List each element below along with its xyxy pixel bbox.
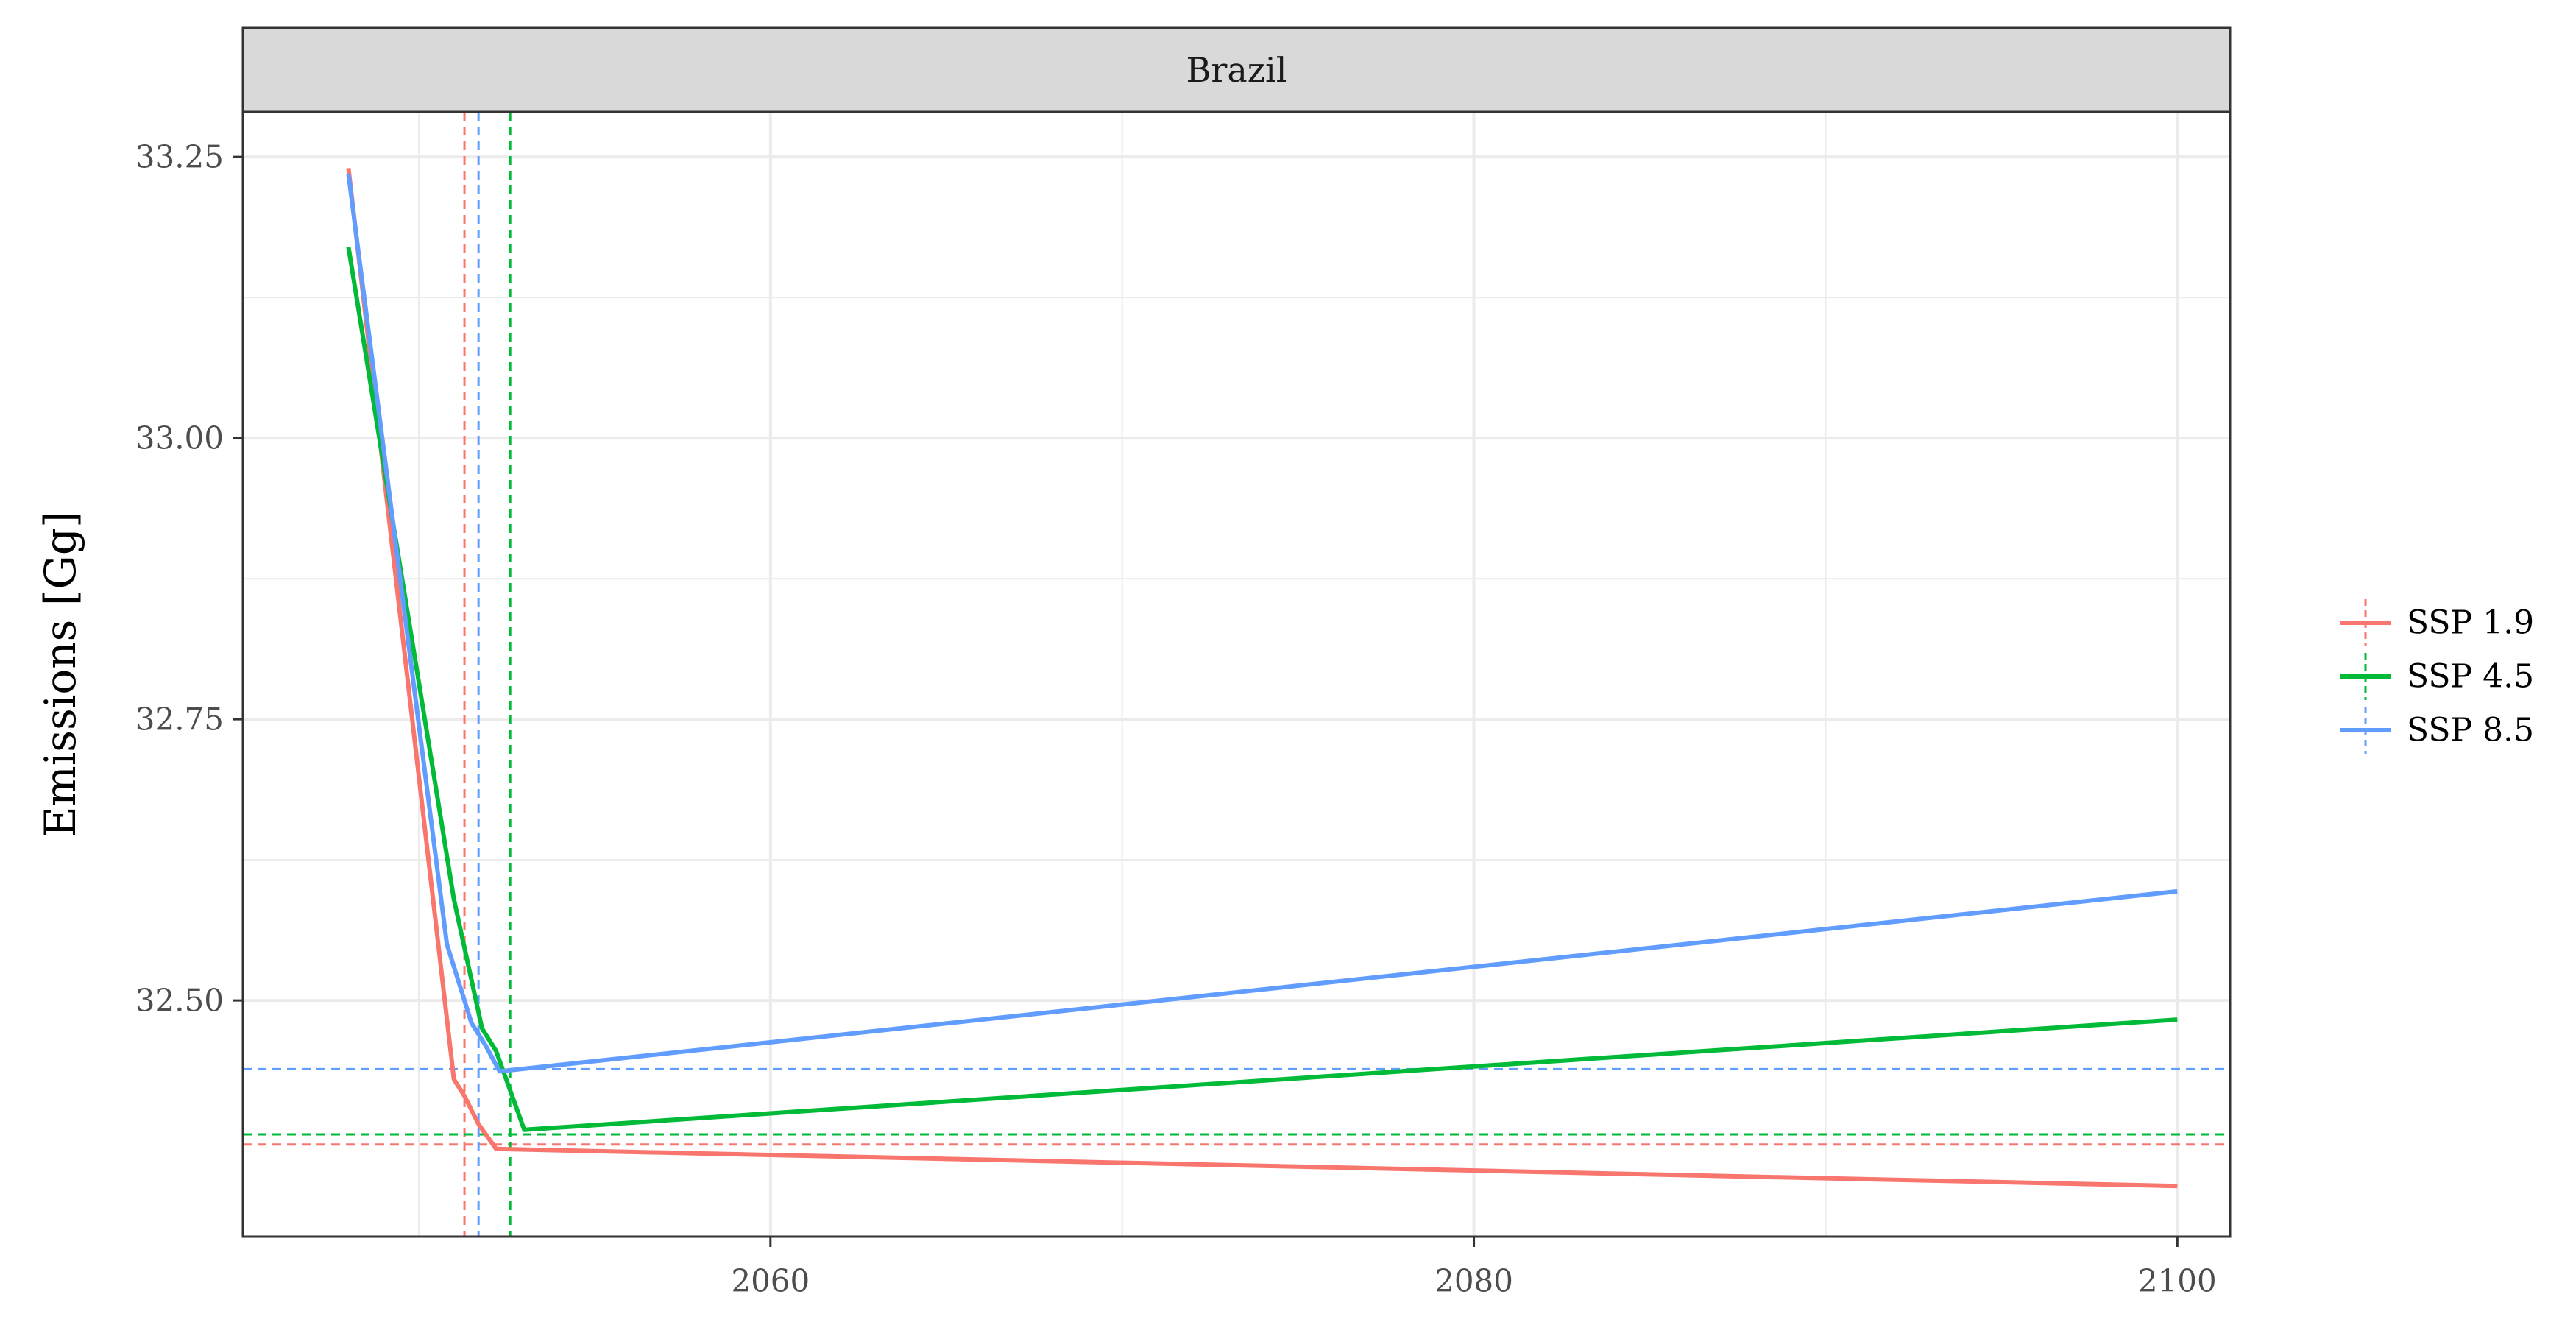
panel-title: Brazil: [1186, 50, 1287, 90]
legend-label: SSP 4.5: [2407, 658, 2534, 696]
legend-item-ssp-4-5: SSP 4.5: [2340, 653, 2534, 700]
legend-label: SSP 1.9: [2407, 604, 2534, 642]
legend-item-ssp-8-5: SSP 8.5: [2340, 707, 2534, 754]
plot-border: [241, 110, 2232, 1238]
series-lines: [346, 168, 2178, 1189]
legend-item-ssp-1-9: SSP 1.9: [2340, 599, 2534, 646]
x-tick-label: 2060: [731, 1263, 810, 1299]
legend-label: SSP 8.5: [2407, 712, 2534, 749]
series-line-ssp-1-9: [346, 168, 2178, 1189]
y-tick-label: 33.25: [135, 139, 224, 175]
y-axis-title: Emissions [Gg]: [35, 511, 85, 837]
x-tick-label: 2100: [2138, 1263, 2217, 1299]
x-axis: 2060 2080 2100: [731, 1237, 2217, 1299]
y-tick-label: 32.50: [135, 983, 224, 1019]
series-line-ssp-8-5: [346, 173, 2178, 1074]
x-tick-label: 2080: [1434, 1263, 1513, 1299]
y-tick-label: 33.00: [135, 420, 224, 456]
legend: SSP 1.9 SSP 4.5 SSP 8.5: [2340, 599, 2534, 754]
major-gridlines: [243, 112, 2230, 1237]
reference-lines: [243, 112, 2230, 1237]
minor-gridlines: [243, 112, 2230, 1237]
y-axis: 32.50 32.75 33.00 33.25: [135, 139, 243, 1019]
series-line-ssp-4-5: [346, 246, 2178, 1132]
plot-background: [243, 112, 2230, 1237]
y-tick-label: 32.75: [135, 702, 224, 738]
panel-strip: [241, 26, 2232, 113]
